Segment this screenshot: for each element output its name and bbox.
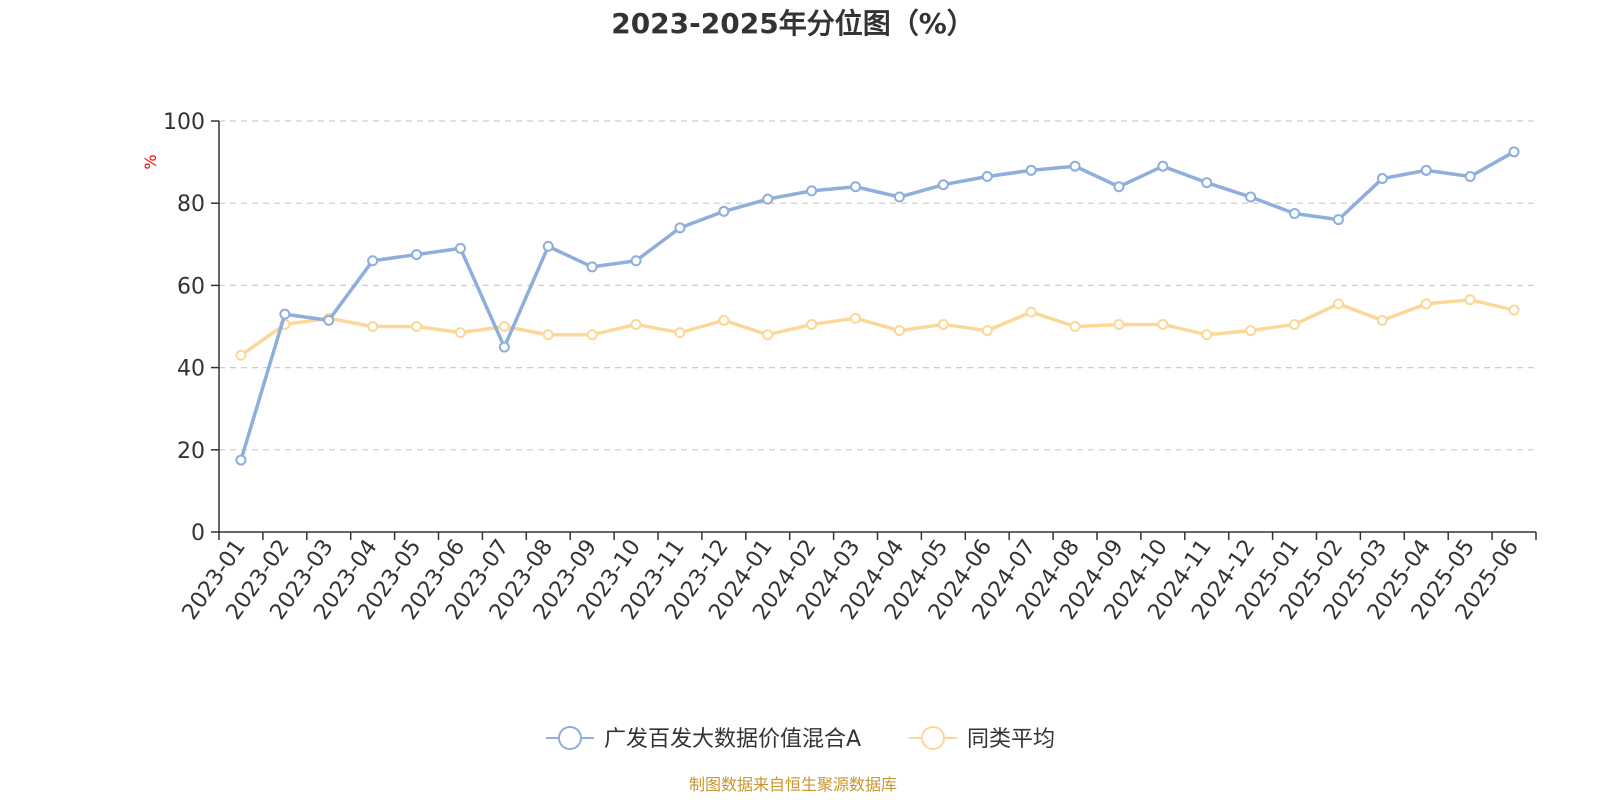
source-note: 制图数据来自恒生聚源数据库 bbox=[689, 775, 897, 794]
data-point[interactable] bbox=[718, 205, 730, 217]
data-point[interactable] bbox=[630, 255, 642, 267]
data-point[interactable] bbox=[762, 193, 774, 205]
data-point[interactable] bbox=[1201, 329, 1213, 341]
data-point[interactable] bbox=[411, 321, 423, 332]
data-point[interactable] bbox=[893, 191, 905, 203]
data-point[interactable] bbox=[1289, 207, 1301, 219]
data-point[interactable] bbox=[323, 314, 335, 326]
data-point[interactable] bbox=[1420, 298, 1432, 310]
legend-item[interactable]: 广发百发大数据价值混合A bbox=[546, 726, 861, 752]
data-point[interactable] bbox=[411, 249, 423, 261]
data-point[interactable] bbox=[454, 327, 466, 339]
legend-swatch-marker bbox=[558, 726, 582, 750]
data-point[interactable] bbox=[235, 349, 247, 361]
data-point[interactable] bbox=[1508, 146, 1520, 158]
y-tick-label: 80 bbox=[177, 192, 205, 217]
data-point[interactable] bbox=[806, 318, 818, 330]
data-point[interactable] bbox=[1069, 160, 1081, 172]
data-point[interactable] bbox=[367, 255, 379, 267]
data-point[interactable] bbox=[674, 327, 686, 339]
data-point[interactable] bbox=[674, 222, 686, 234]
data-point[interactable] bbox=[498, 341, 510, 353]
data-point[interactable] bbox=[850, 181, 862, 193]
data-point[interactable] bbox=[542, 240, 554, 252]
y-tick-label: 100 bbox=[163, 110, 205, 135]
data-point[interactable] bbox=[981, 325, 993, 337]
data-point[interactable] bbox=[1201, 177, 1213, 189]
data-point[interactable] bbox=[1332, 214, 1344, 226]
data-point[interactable] bbox=[542, 329, 554, 341]
legend-label: 广发百发大数据价值混合A bbox=[604, 727, 861, 752]
data-point[interactable] bbox=[937, 318, 949, 330]
data-point[interactable] bbox=[235, 454, 247, 466]
data-point[interactable] bbox=[367, 321, 379, 332]
data-point[interactable] bbox=[1464, 294, 1476, 306]
series-group bbox=[235, 146, 1520, 466]
data-point[interactable] bbox=[279, 308, 291, 320]
y-tick-label: 20 bbox=[177, 439, 205, 464]
series-line bbox=[239, 150, 1515, 461]
data-point[interactable] bbox=[454, 242, 466, 254]
data-point[interactable] bbox=[981, 170, 993, 182]
y-axis-label: % bbox=[141, 154, 160, 169]
data-point[interactable] bbox=[893, 325, 905, 337]
series-group bbox=[235, 294, 1520, 361]
data-point[interactable] bbox=[1157, 318, 1169, 330]
legend-swatch-marker bbox=[921, 726, 945, 750]
series-lines bbox=[235, 146, 1520, 466]
data-point[interactable] bbox=[586, 329, 598, 341]
data-point[interactable] bbox=[630, 318, 642, 330]
data-point[interactable] bbox=[1157, 160, 1169, 172]
data-point[interactable] bbox=[718, 314, 730, 326]
data-point[interactable] bbox=[1332, 298, 1344, 310]
data-point[interactable] bbox=[498, 321, 510, 332]
data-point[interactable] bbox=[1464, 170, 1476, 182]
legend-item[interactable]: 同类平均 bbox=[909, 726, 1055, 752]
data-point[interactable] bbox=[1376, 314, 1388, 326]
data-point[interactable] bbox=[1025, 306, 1037, 318]
data-point[interactable] bbox=[937, 179, 949, 191]
data-point[interactable] bbox=[1376, 173, 1388, 185]
data-point[interactable] bbox=[1113, 181, 1125, 193]
data-point[interactable] bbox=[586, 261, 598, 273]
data-point[interactable] bbox=[1420, 164, 1432, 176]
data-point[interactable] bbox=[806, 185, 818, 197]
data-point[interactable] bbox=[1245, 191, 1257, 203]
data-point[interactable] bbox=[850, 312, 862, 324]
data-point[interactable] bbox=[1113, 318, 1125, 330]
data-point[interactable] bbox=[762, 329, 774, 341]
gridlines bbox=[219, 120, 1536, 451]
series-line bbox=[239, 298, 1515, 357]
data-point[interactable] bbox=[1289, 318, 1301, 330]
y-tick-label: 40 bbox=[177, 357, 205, 382]
data-point[interactable] bbox=[1025, 164, 1037, 176]
data-point[interactable] bbox=[1069, 321, 1081, 332]
data-point[interactable] bbox=[1245, 325, 1257, 337]
legend[interactable]: 广发百发大数据价值混合A 同类平均 bbox=[546, 726, 1055, 752]
y-tick-label: 0 bbox=[191, 521, 205, 546]
chart-title: 2023-2025年分位图（%） bbox=[611, 7, 975, 40]
data-point[interactable] bbox=[1508, 304, 1520, 316]
legend-label: 同类平均 bbox=[967, 727, 1055, 752]
y-tick-label: 60 bbox=[177, 274, 205, 299]
